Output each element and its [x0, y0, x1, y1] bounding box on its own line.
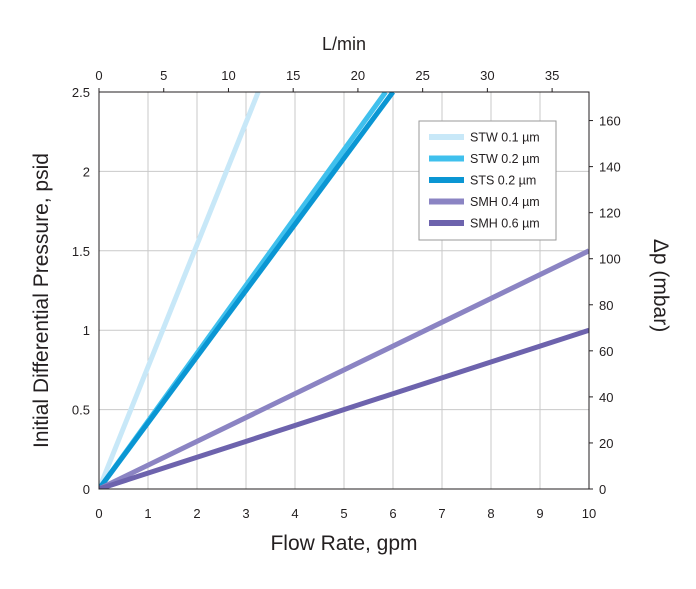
x2-tick-label: 35 [545, 68, 559, 83]
series-line-3 [99, 92, 396, 489]
legend-label-2: STW 0.2 µm [470, 152, 540, 166]
legend-label-3: STS 0.2 µm [470, 174, 536, 188]
y-tick-label: 2.5 [72, 85, 90, 100]
legend-label-1: STW 0.1 µm [470, 131, 540, 145]
x2-tick-label: 30 [480, 68, 494, 83]
x-tick-label: 5 [340, 506, 347, 521]
x2-tick-label: 20 [351, 68, 365, 83]
y2-tick-label: 0 [599, 482, 606, 497]
x-tick-labels: 0 1 2 3 4 5 6 7 8 9 10 [95, 506, 596, 521]
legend-label-4: SMH 0.4 µm [470, 195, 540, 209]
y2-tick-label: 20 [599, 436, 613, 451]
x-tick-label: 8 [487, 506, 494, 521]
y2-axis-title: Δp (mbar) [649, 239, 672, 332]
x-tick-label: 1 [144, 506, 151, 521]
y-tick-label: 1 [83, 323, 90, 338]
x2-tick-label: 5 [160, 68, 167, 83]
series-line-1 [99, 92, 261, 489]
x-tick-label: 10 [582, 506, 596, 521]
y2-tick-label: 80 [599, 298, 613, 313]
y-tick-label: 0.5 [72, 403, 90, 418]
series-line-5 [99, 327, 589, 489]
x-tick-label: 7 [438, 506, 445, 521]
x2-tick-label: 15 [286, 68, 300, 83]
x-tick-label: 9 [536, 506, 543, 521]
y-tick-label: 0 [83, 482, 90, 497]
x2-tick-labels: 0 5 10 15 20 25 30 35 [95, 68, 559, 92]
x-axis-title: Flow Rate, gpm [270, 532, 417, 555]
legend: STW 0.1 µm STW 0.2 µm STS 0.2 µm SMH 0.4 µm… [418, 120, 557, 241]
y2-tick-label: 40 [599, 390, 613, 405]
y2-tick-label: 60 [599, 344, 613, 359]
plot-frame [98, 91, 590, 490]
x2-tick-label: 0 [95, 68, 102, 83]
x-tick-label: 4 [291, 506, 298, 521]
x-tick-label: 2 [193, 506, 200, 521]
x-tick-label: 6 [389, 506, 396, 521]
y-tick-label: 2 [83, 164, 90, 179]
series-line-4 [99, 248, 589, 489]
y2-tick-label: 140 [599, 160, 621, 175]
x2-axis-title: L/min [322, 34, 366, 54]
series-lines [99, 92, 589, 489]
x2-tick-label: 10 [221, 68, 235, 83]
y2-tick-label: 100 [599, 252, 621, 267]
y-axis-title: Initial Differential Pressure, psid [30, 153, 53, 448]
x-tick-label: 3 [242, 506, 249, 521]
y-tick-labels: 0 0.5 1 1.5 2 2.5 [72, 85, 90, 497]
y2-tick-label: 120 [599, 206, 621, 221]
legend-label-5: SMH 0.6 µm [470, 217, 540, 231]
y2-tick-labels: 0 20 40 60 80 100 120 140 160 [589, 114, 621, 497]
x2-tick-label: 25 [415, 68, 429, 83]
x-tick-label: 0 [95, 506, 102, 521]
y-tick-label: 1.5 [72, 244, 90, 259]
y2-tick-label: 160 [599, 114, 621, 129]
